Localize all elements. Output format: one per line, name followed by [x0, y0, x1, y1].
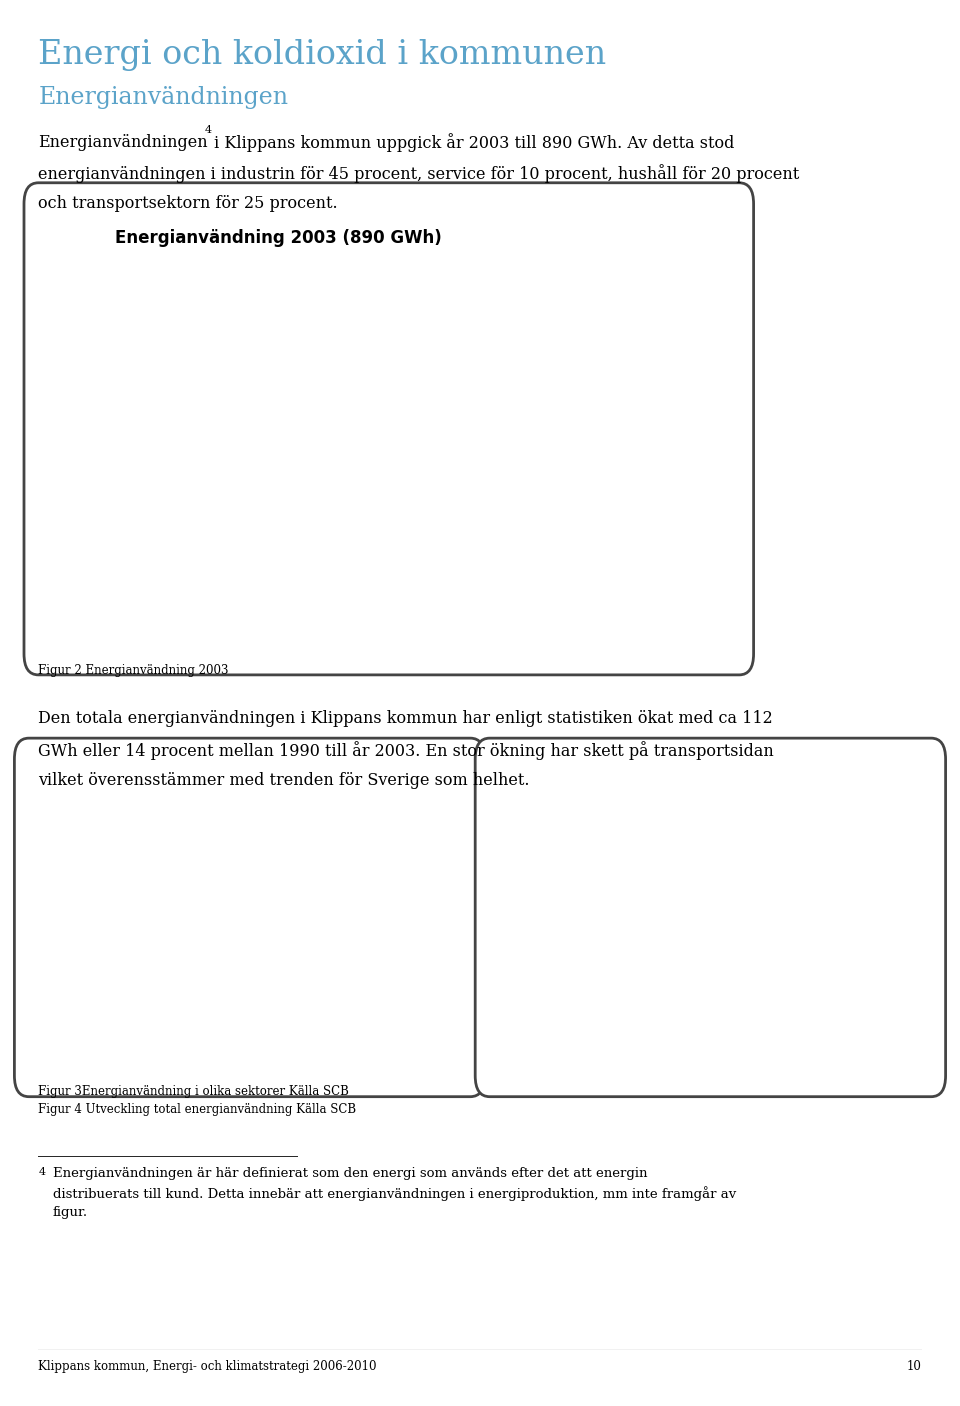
Text: 45%: 45%	[616, 425, 651, 439]
Bar	[187, 1004, 195, 1040]
Text: Energianvändningen: Energianvändningen	[38, 134, 208, 150]
Bar	[210, 1001, 218, 1040]
Bar	[330, 872, 338, 1040]
Bar	[266, 1015, 274, 1040]
Text: Klippans kommun, Energi- och klimatstrategi 2006-2010: Klippans kommun, Energi- och klimatstrat…	[38, 1360, 377, 1372]
Text: Hushåll: Hushåll	[260, 305, 320, 318]
Bar	[243, 1025, 251, 1040]
Bar	[346, 862, 353, 1040]
Wedge shape	[238, 288, 365, 439]
Wedge shape	[150, 318, 365, 527]
Bar	[131, 967, 139, 1040]
Bar	[314, 893, 322, 1040]
Text: Den totala energianvändningen i Klippans kommun har enligt statistiken ökat med : Den totala energianvändningen i Klippans…	[38, 710, 773, 727]
Bar	[115, 957, 123, 1040]
Y-axis label: kWh/inv: kWh/inv	[36, 896, 45, 939]
Wedge shape	[365, 288, 569, 439]
Text: 4: 4	[38, 1167, 45, 1177]
Bar	[123, 955, 131, 1040]
Text: och transportsektorn för 25 procent.: och transportsektorn för 25 procent.	[38, 195, 338, 212]
Text: Energianvändningen är här definierat som den energi som används efter det att en: Energianvändningen är här definierat som…	[53, 1167, 736, 1219]
Text: 10%: 10%	[36, 456, 70, 470]
Text: Energi och koldioxid i kommunen: Energi och koldioxid i kommunen	[38, 39, 607, 72]
Text: Industri: Industri	[603, 395, 664, 409]
Text: vilket överensstämmer med trenden för Sverige som helhet.: vilket överensstämmer med trenden för Sv…	[38, 772, 530, 789]
Bar	[274, 1015, 282, 1040]
Text: 10: 10	[907, 1360, 922, 1372]
Title: Total energianvändning: Total energianvändning	[641, 780, 799, 793]
Bar	[100, 963, 108, 1040]
Text: Figur 2 Energianvändning 2003: Figur 2 Energianvändning 2003	[38, 664, 228, 676]
Bar	[179, 1010, 187, 1040]
Legend: 1990, 1995, 2000, 2001, 2002, 2003: 1990, 1995, 2000, 2001, 2002, 2003	[391, 794, 446, 877]
Text: energianvändningen i industrin för 45 procent, service för 10 procent, hushåll f: energianvändningen i industrin för 45 pr…	[38, 165, 800, 183]
Text: i Klippans kommun uppgick år 2003 till 890 GWh. Av detta stod: i Klippans kommun uppgick år 2003 till 8…	[209, 134, 734, 152]
Bar	[322, 893, 330, 1040]
Text: 25%: 25%	[316, 620, 349, 634]
Title: Energianvändning i olika sektorer: Energianvändning i olika sektorer	[118, 780, 343, 793]
Text: Service: Service	[24, 425, 82, 439]
Text: GWh eller 14 procent mellan 1990 till år 2003. En stor ökning har skett på trans: GWh eller 14 procent mellan 1990 till år…	[38, 741, 774, 759]
Bar	[139, 963, 147, 1040]
Bar	[195, 1001, 203, 1040]
Bar	[203, 1001, 210, 1040]
Text: Figur 3Energianvändning i olika sektorer Källa SCB
Figur 4 Utveckling total ener: Figur 3Energianvändning i olika sektorer…	[38, 1085, 356, 1116]
Wedge shape	[191, 392, 580, 591]
Y-axis label: MWh: MWh	[496, 904, 505, 931]
Bar	[282, 1015, 290, 1040]
Bar	[338, 865, 346, 1040]
Bar	[108, 963, 115, 1040]
Bar	[171, 1010, 179, 1040]
Text: Transporter: Transporter	[286, 591, 379, 605]
Bar	[251, 1028, 258, 1040]
Text: Energianvändningen: Energianvändningen	[38, 86, 288, 108]
Bar	[258, 1019, 266, 1040]
Text: Energianvändning 2003 (890 GWh): Energianvändning 2003 (890 GWh)	[115, 229, 442, 247]
Bar	[353, 823, 361, 1040]
Text: 4: 4	[204, 125, 211, 135]
Text: 20%: 20%	[273, 335, 306, 349]
